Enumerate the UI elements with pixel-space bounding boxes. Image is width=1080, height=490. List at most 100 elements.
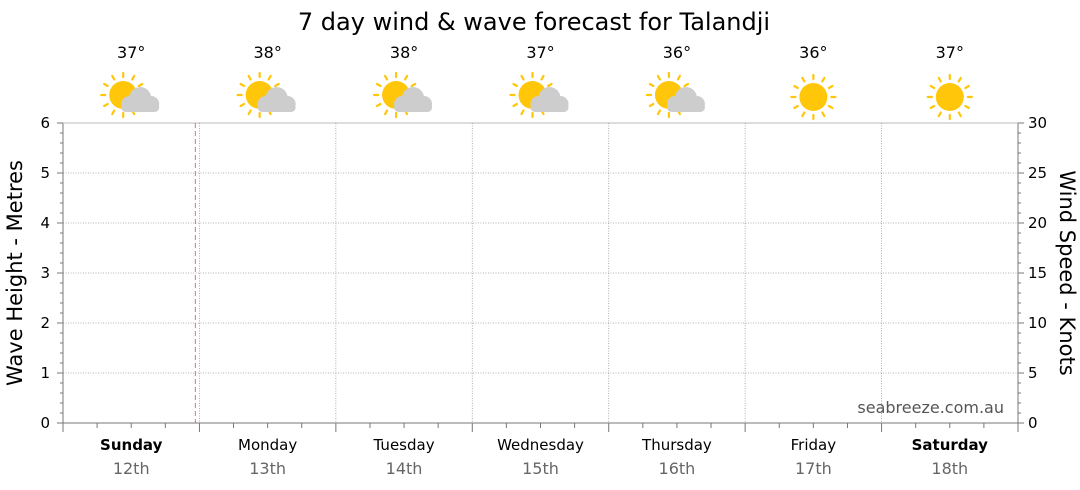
cloud-base: [666, 103, 705, 112]
sun-ray: [512, 82, 519, 88]
right-tick-label: 10: [1028, 314, 1047, 332]
sun-ray: [964, 104, 970, 110]
left-tick-label: 3: [40, 264, 50, 282]
sun-ray: [247, 109, 252, 116]
right-axis-ticks: 0 5 10 15 20 25 30: [1018, 114, 1047, 432]
sun-disc: [935, 83, 964, 111]
day-date-label: 12th: [113, 459, 150, 478]
sun-ray: [801, 76, 806, 83]
sun-ray: [375, 102, 382, 108]
sun-ray: [375, 82, 382, 88]
day-temp-label: 36°: [799, 43, 827, 62]
sun-ray: [403, 74, 409, 81]
sun-ray: [267, 74, 272, 81]
day-name-label: Thursday: [641, 436, 712, 454]
sun-ray: [676, 74, 682, 81]
sunny-icon: [926, 73, 973, 121]
right-tick-label: 30: [1028, 114, 1047, 132]
right-tick-label: 0: [1028, 414, 1038, 432]
cloud-shape: [530, 87, 569, 112]
plot-grid: [63, 172, 1018, 374]
day-date-label: 15th: [522, 459, 559, 478]
day-temp-label: 38°: [253, 43, 281, 62]
sun-ray: [648, 102, 655, 108]
partly-cloudy-icon: [645, 71, 705, 119]
day-column: 38° Monday 13th: [198, 43, 303, 478]
sun-ray: [801, 111, 806, 118]
sun-ray: [540, 74, 545, 81]
sun-disc: [799, 83, 828, 111]
partly-cloudy-icon: [236, 71, 296, 119]
right-tick-label: 25: [1028, 164, 1047, 182]
day-temp-label: 36°: [663, 43, 691, 62]
cloud-base: [121, 103, 160, 112]
sun-ray: [656, 109, 662, 116]
cloud-shape: [121, 87, 160, 112]
sun-ray: [512, 102, 519, 108]
day-column: 37° Wednesday 15th: [471, 43, 584, 478]
left-tick-label: 6: [40, 114, 50, 132]
sunny-icon: [790, 73, 837, 121]
day-date-label: 17th: [795, 459, 832, 478]
partly-cloudy-icon: [372, 71, 433, 119]
sun-ray: [929, 104, 936, 110]
sun-ray: [964, 84, 970, 90]
left-tick-label: 1: [40, 364, 50, 382]
partly-cloudy-icon: [100, 71, 160, 119]
left-axis-ticks: 0 1 2 3 4 5 6: [40, 114, 63, 432]
day-date-label: 16th: [659, 459, 696, 478]
right-tick-label: 5: [1028, 364, 1038, 382]
day-columns: 37° Sunday 12th 38° Monday 13th 38° Tuesday 14th…: [62, 43, 1019, 478]
cloud-base: [394, 103, 433, 112]
right-axis-label: Wind Speed - Knots: [1055, 170, 1079, 375]
sun-ray: [821, 111, 826, 118]
left-tick-label: 0: [40, 414, 50, 432]
day-name-label: Wednesday: [497, 436, 584, 454]
day-column: 38° Tuesday 14th: [335, 43, 439, 478]
sun-ray: [137, 82, 144, 88]
day-column: 36° Friday 17th: [744, 43, 848, 478]
right-tick-label: 15: [1028, 264, 1047, 282]
cloud-base: [530, 103, 569, 112]
sun-ray: [103, 102, 109, 108]
day-name-label: Tuesday: [373, 436, 435, 454]
day-temp-label: 37°: [526, 43, 554, 62]
cloud-shape: [666, 87, 705, 112]
day-temp-label: 37°: [117, 43, 145, 62]
day-name-label: Sunday: [100, 436, 163, 454]
sun-ray: [648, 82, 655, 88]
left-tick-label: 4: [40, 214, 50, 232]
left-tick-label: 2: [40, 314, 50, 332]
sun-ray: [247, 74, 252, 81]
cloud-shape: [394, 87, 433, 112]
day-column: 37° Saturday 18th: [881, 43, 989, 478]
sun-ray: [957, 76, 962, 83]
day-name-label: Friday: [791, 436, 837, 454]
sun-ray: [793, 84, 799, 90]
sun-ray: [929, 84, 936, 90]
day-name-label: Monday: [238, 436, 297, 454]
sun-ray: [383, 74, 389, 81]
sun-ray: [239, 102, 246, 108]
day-column: 36° Thursday 16th: [608, 43, 712, 478]
sun-ray: [520, 74, 525, 81]
day-date-label: 18th: [931, 459, 968, 478]
sun-ray: [103, 82, 109, 88]
day-temp-label: 37°: [936, 43, 964, 62]
sun-ray: [656, 74, 662, 81]
watermark: seabreeze.com.au: [857, 398, 1004, 417]
sun-ray: [827, 104, 834, 110]
sun-ray: [239, 82, 246, 88]
sun-ray: [683, 82, 690, 88]
sun-ray: [546, 82, 553, 88]
day-column: 37° Sunday 12th: [62, 43, 166, 478]
sun-ray: [937, 76, 942, 83]
left-tick-label: 5: [40, 164, 50, 182]
cloud-base: [257, 103, 296, 112]
sun-ray: [111, 109, 116, 116]
chart-title: 7 day wind & wave forecast for Talandji: [298, 8, 770, 36]
sun-ray: [821, 76, 826, 83]
day-name-label: Saturday: [912, 436, 989, 454]
cloud-shape: [257, 87, 296, 112]
sun-ray: [274, 82, 280, 88]
